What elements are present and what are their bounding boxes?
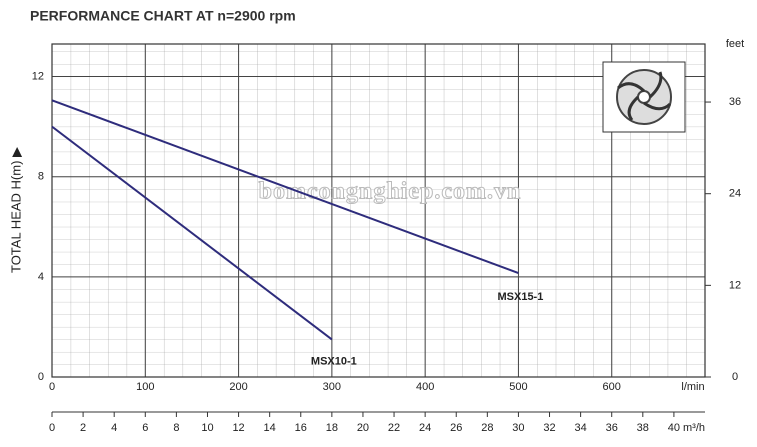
x-tick-label: 600 (603, 381, 621, 393)
y-tick-label: 8 (38, 171, 44, 183)
x2-tick-label: 26 (450, 422, 462, 434)
x-tick-label: 400 (416, 381, 434, 393)
y2-tick-label: 0 (732, 371, 738, 383)
impeller-hub (637, 90, 651, 104)
x2-tick-label: 36 (606, 422, 618, 434)
series-line (51, 125, 333, 341)
y-tick-label: 12 (32, 70, 44, 82)
y-tick-label: 4 (38, 271, 44, 283)
chart-title: PERFORMANCE CHART AT n=2900 rpm (30, 8, 296, 24)
series-label: MSX10-1 (311, 355, 357, 367)
x2-tick-label: 12 (232, 422, 244, 434)
y-axis-label: TOTAL HEAD H(m) ▶ (8, 147, 23, 273)
x2-tick-label: 32 (543, 422, 555, 434)
y2-tick-label: 36 (729, 96, 741, 108)
x2-tick-label: 34 (574, 422, 586, 434)
x2-tick-label: 24 (419, 422, 431, 434)
x2-tick-label: 6 (142, 422, 148, 434)
x2-tick-label: 8 (173, 422, 179, 434)
x2-tick-label: 38 (637, 422, 649, 434)
x-tick-label: 500 (509, 381, 527, 393)
x2-tick-label: 40 (668, 422, 680, 434)
x-tick-label: 100 (136, 381, 154, 393)
x2-tick-label: 10 (201, 422, 213, 434)
x2-tick-label: 20 (357, 422, 369, 434)
series-label: MSX15-1 (497, 291, 543, 303)
x2-tick-label: 14 (264, 422, 276, 434)
x2-tick-label: 22 (388, 422, 400, 434)
watermark: bomcongnghiep.com.vn (259, 179, 522, 205)
x2-tick-label: 16 (295, 422, 307, 434)
series-line (51, 99, 519, 275)
y-tick-label: 0 (38, 371, 44, 383)
x-tick-label: 0 (49, 381, 55, 393)
x-tick-label: 300 (323, 381, 341, 393)
x2-tick-label: 0 (49, 422, 55, 434)
x2-tick-label: 2 (80, 422, 86, 434)
x2-axis-label: m³/h (683, 422, 705, 434)
y2-tick-label: 24 (729, 188, 741, 200)
x2-tick-label: 4 (111, 422, 117, 434)
x2-tick-label: 28 (481, 422, 493, 434)
plot-frame (51, 43, 706, 378)
x2-tick-label: 18 (326, 422, 338, 434)
x2-tick-label: 30 (512, 422, 524, 434)
impeller-icon (602, 61, 686, 133)
impeller-vanes (617, 71, 672, 121)
x-axis-label: l/min (681, 381, 704, 393)
x-tick-label: 200 (229, 381, 247, 393)
y2-tick-label: 12 (729, 279, 741, 291)
y2-axis-label: feet (726, 38, 744, 50)
